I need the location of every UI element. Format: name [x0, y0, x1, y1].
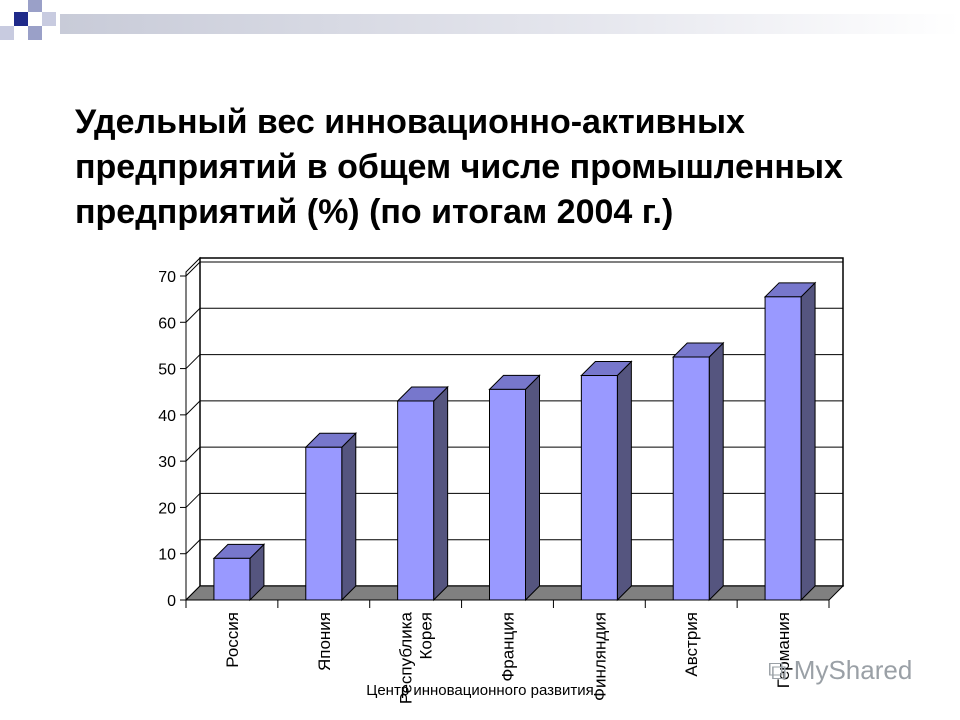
y-tick-label: 50: [158, 362, 176, 379]
bar-side: [341, 432, 357, 602]
x-tick-label: Япония: [315, 612, 334, 671]
bar: [489, 388, 526, 601]
x-tick-label: Австрия: [682, 612, 701, 677]
y-tick-label: 40: [158, 408, 176, 425]
bar: [764, 296, 802, 601]
y-tick-label: 20: [158, 500, 176, 517]
y-tick-label: 60: [158, 315, 176, 332]
bar-side: [708, 341, 724, 602]
x-tick-label: Финляндия: [590, 612, 609, 701]
x-tick-label: Корея: [417, 612, 436, 659]
bar: [672, 356, 710, 601]
gridline-side: [185, 493, 201, 508]
x-tick-label: Германия: [774, 612, 793, 688]
y-tick-label: 0: [167, 593, 176, 610]
bar-side: [433, 385, 449, 602]
gridline-side: [185, 307, 201, 323]
bar: [397, 400, 435, 601]
y-tick-label: 70: [158, 269, 176, 286]
footer-text: Центр инновационного развития: [366, 682, 594, 699]
bar: [305, 446, 343, 601]
bar-side: [616, 360, 632, 602]
x-tick-label: Франция: [499, 612, 518, 682]
x-tick-label: Россия: [223, 612, 242, 668]
bar-side: [800, 281, 816, 602]
gridline-side: [185, 446, 201, 462]
page-title: Удельный вес инновационно-активных предп…: [75, 103, 843, 231]
gridline-side: [185, 539, 201, 555]
y-tick-label: 30: [158, 454, 176, 471]
gridline-side: [185, 354, 201, 369]
bar: [213, 557, 251, 601]
x-tick-label: Республика: [397, 611, 416, 704]
gridline-side: [185, 400, 201, 416]
header-banner: [0, 0, 960, 40]
y-tick-label: 10: [158, 547, 176, 564]
side-wall: [185, 256, 201, 602]
bar-side: [525, 374, 540, 602]
bar: [580, 375, 618, 601]
watermark: ⧉ MyShared: [768, 655, 913, 685]
gridline-side: [185, 261, 201, 277]
